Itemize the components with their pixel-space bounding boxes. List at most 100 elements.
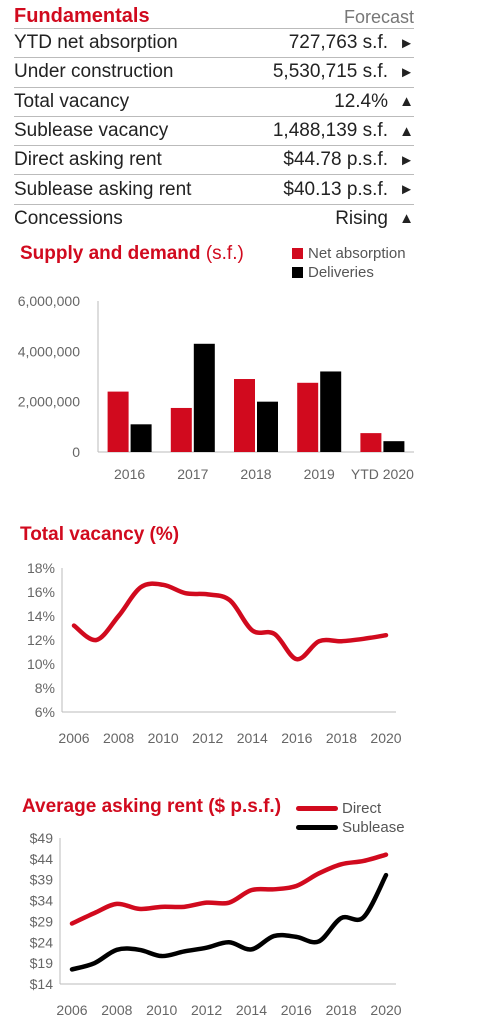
- x-tick-label: 2006: [58, 730, 89, 746]
- vacancy-chart: 18% 16% 14% 12% 10% 8% 6%2006 2008 2010 2012 2014 2…: [27, 560, 402, 746]
- x-tick-label: YTD 2020: [351, 466, 414, 482]
- supply-demand-legend: Net absorption Deliveries: [292, 244, 406, 282]
- row-value: $40.13 p.s.f.: [283, 178, 388, 200]
- y-tick-label: $44: [30, 851, 54, 867]
- y-tick-label: 14%: [27, 608, 55, 624]
- x-tick-label: 2014: [236, 1002, 267, 1018]
- row-value: 5,530,715 s.f.: [272, 61, 388, 83]
- x-tick-label: 2012: [192, 730, 223, 746]
- x-tick-label: 2018: [240, 466, 271, 482]
- bar-net-absorption: [107, 391, 129, 452]
- forecast-arrow-icon: ►: [399, 181, 414, 199]
- series-line-direct: [69, 852, 389, 926]
- forecast-label: Forecast: [343, 7, 414, 27]
- fundamentals-table: Fundamentals Forecast YTD net absorption…: [14, 0, 414, 233]
- x-tick-label: 2012: [191, 1002, 222, 1018]
- fundamentals-row: Under construction 5,530,715 s.f. ►: [14, 58, 414, 88]
- x-tick-label: 2018: [326, 1002, 357, 1018]
- bar-net-absorption: [297, 382, 319, 452]
- x-tick-label: 2016: [281, 730, 312, 746]
- x-tick-label: 2010: [148, 730, 179, 746]
- row-value: 1,488,139 s.f.: [272, 120, 388, 142]
- x-tick-label: 2006: [56, 1002, 87, 1018]
- legend-swatch: [292, 267, 303, 278]
- legend-label: Deliveries: [308, 264, 374, 281]
- fundamentals-row: Sublease vacancy 1,488,139 s.f. ▲: [14, 117, 414, 147]
- y-tick-label: 4,000,000: [18, 343, 80, 359]
- legend-swatch: [296, 806, 338, 811]
- chart-title-text: Supply and demand: [20, 243, 201, 264]
- x-tick-label: 2018: [326, 730, 357, 746]
- fundamentals-row: YTD net absorption 727,763 s.f. ►: [14, 29, 414, 59]
- fundamentals-row: Sublease asking rent $40.13 p.s.f. ►: [14, 175, 414, 205]
- y-tick-label: $24: [30, 934, 54, 950]
- forecast-arrow-icon: ▲: [399, 93, 414, 111]
- bar-deliveries: [257, 401, 278, 452]
- supply-demand-title: Supply and demand (s.f.): [20, 243, 244, 265]
- y-tick-label: $39: [30, 872, 54, 888]
- fundamentals-row: Concessions Rising ▲: [14, 205, 414, 233]
- row-label: Total vacancy: [14, 90, 130, 112]
- bar-deliveries: [320, 371, 342, 452]
- row-value: $44.78 p.s.f.: [283, 149, 388, 171]
- row-label: Under construction: [14, 61, 174, 83]
- forecast-arrow-icon: ►: [399, 63, 414, 81]
- row-label: Concessions: [14, 207, 123, 229]
- asking-rent-title: Average asking rent ($ p.s.f.): [22, 796, 282, 817]
- forecast-arrow-icon: ►: [399, 151, 414, 169]
- y-tick-label: 18%: [27, 560, 55, 576]
- fundamentals-header: Fundamentals Forecast: [14, 0, 414, 29]
- bar-net-absorption: [234, 379, 255, 452]
- vacancy-title: Total vacancy (%): [20, 524, 180, 545]
- y-tick-label: 6%: [35, 704, 55, 720]
- y-tick-label: 0: [72, 444, 80, 460]
- y-tick-label: 6,000,000: [18, 293, 80, 309]
- bar-net-absorption: [170, 407, 192, 452]
- y-tick-label: $14: [30, 976, 54, 992]
- x-tick-label: 2020: [370, 1002, 401, 1018]
- y-tick-label: $29: [30, 913, 54, 929]
- bar-deliveries: [193, 343, 215, 452]
- y-tick-label: $34: [30, 893, 54, 909]
- series-line-sublease: [69, 872, 389, 972]
- row-label: Sublease vacancy: [14, 120, 169, 142]
- y-tick-label: 12%: [27, 632, 55, 648]
- row-value: 12.4%: [334, 90, 388, 112]
- legend-item: Direct: [296, 799, 405, 818]
- legend-label: Direct: [342, 800, 382, 817]
- bar-deliveries: [383, 441, 405, 452]
- legend-item: Deliveries: [292, 263, 406, 282]
- x-tick-label: 2016: [281, 1002, 312, 1018]
- legend-swatch: [296, 825, 338, 830]
- bar-deliveries: [130, 424, 152, 452]
- fundamentals-row: Total vacancy 12.4% ▲: [14, 88, 414, 117]
- asking-rent-legend: Direct Sublease: [296, 799, 405, 837]
- y-tick-label: $49: [30, 830, 54, 846]
- row-label: Sublease asking rent: [14, 178, 192, 200]
- y-tick-label: 2,000,000: [18, 394, 80, 410]
- x-tick-label: 2008: [101, 1002, 132, 1018]
- x-tick-label: 2008: [103, 730, 134, 746]
- row-label: YTD net absorption: [14, 32, 178, 54]
- row-label: Direct asking rent: [14, 149, 162, 171]
- legend-item: Sublease: [296, 818, 405, 837]
- legend-label: Net absorption: [308, 245, 406, 262]
- legend-label: Sublease: [342, 819, 405, 836]
- fundamentals-row: Direct asking rent $44.78 p.s.f. ►: [14, 146, 414, 176]
- y-tick-label: 8%: [35, 680, 55, 696]
- x-tick-label: 2016: [114, 466, 145, 482]
- bar-net-absorption: [360, 433, 382, 452]
- chart-title-unit: (s.f.): [205, 243, 244, 264]
- series-line-0: [71, 581, 389, 662]
- y-tick-label: 10%: [27, 656, 55, 672]
- x-tick-label: 2014: [237, 730, 268, 746]
- forecast-arrow-icon: ▲: [399, 210, 414, 228]
- row-value: 727,763 s.f.: [288, 32, 388, 54]
- x-tick-label: 2010: [146, 1002, 177, 1018]
- y-tick-label: $19: [30, 955, 54, 971]
- legend-item: Net absorption: [292, 244, 406, 263]
- legend-swatch: [292, 248, 303, 259]
- fundamentals-title: Fundamentals: [14, 5, 150, 27]
- forecast-arrow-icon: ►: [399, 34, 414, 52]
